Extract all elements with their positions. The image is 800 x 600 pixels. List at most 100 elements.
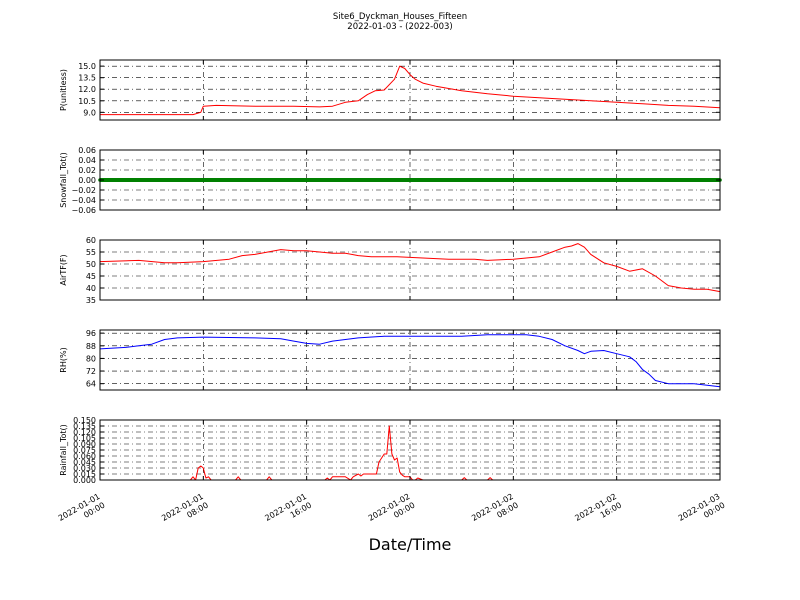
data-point — [621, 178, 625, 182]
y-tick-label: 0.135 — [73, 422, 96, 431]
data-point — [711, 178, 716, 182]
data-point — [207, 178, 212, 182]
data-point — [598, 178, 603, 182]
data-point — [572, 178, 577, 182]
data-point — [427, 178, 432, 182]
data-point — [550, 178, 554, 182]
data-point — [524, 178, 529, 182]
y-axis-label: P(unitless) — [59, 69, 68, 111]
data-point — [211, 178, 215, 182]
data-point — [576, 178, 580, 182]
panel-2: −0.06−0.04−0.020.000.020.040.06 Snowfall_… — [59, 146, 722, 215]
data-point — [643, 178, 648, 182]
data-point — [702, 178, 706, 182]
data-point — [104, 178, 109, 182]
y-tick-label: 55 — [86, 248, 96, 257]
data-point — [362, 178, 367, 182]
data-point — [256, 178, 261, 182]
data-point — [624, 178, 629, 182]
data-point — [453, 178, 458, 182]
data-point — [459, 178, 464, 182]
y-tick-label: 9.0 — [83, 108, 96, 117]
y-tick-label: 0.075 — [73, 446, 96, 455]
y-tick-label: 96 — [86, 329, 96, 338]
data-point — [601, 178, 606, 182]
data-point — [663, 178, 667, 182]
data-point — [337, 178, 341, 182]
y-tick-label: 0.030 — [73, 464, 96, 473]
data-point — [359, 178, 364, 182]
data-point — [107, 178, 112, 182]
data-point — [492, 178, 496, 182]
data-point — [266, 178, 270, 182]
data-point — [488, 178, 493, 182]
data-point — [246, 178, 251, 182]
data-point — [660, 178, 664, 182]
data-point — [434, 178, 438, 182]
data-point — [308, 178, 312, 182]
data-point — [685, 178, 690, 182]
y-tick-label: 45 — [86, 272, 96, 281]
data-point — [272, 178, 277, 182]
panel-1: 9.0 10.5 12.0 13.5 15.0 P(unitless) — [59, 59, 721, 121]
data-point — [369, 178, 374, 182]
data-point — [398, 178, 403, 182]
data-point — [130, 178, 135, 182]
data-point — [243, 178, 248, 182]
x-axis-label: Date/Time — [369, 535, 452, 554]
data-point — [501, 178, 506, 182]
data-point — [669, 178, 674, 182]
data-point — [224, 178, 228, 182]
y-tick-label: 0.060 — [73, 452, 96, 461]
series-line — [100, 65, 721, 116]
data-point — [424, 178, 428, 182]
data-point — [582, 178, 587, 182]
data-point — [585, 178, 590, 182]
data-point — [482, 178, 487, 182]
data-point — [314, 178, 319, 182]
data-point — [430, 178, 435, 182]
data-point — [166, 178, 170, 182]
data-point — [175, 178, 180, 182]
data-point — [463, 178, 467, 182]
data-point — [298, 178, 303, 182]
panels: 9.0 10.5 12.0 13.5 15.0 P(unitless) −0.06−0.04… — [59, 59, 722, 485]
data-point — [356, 178, 361, 182]
data-point — [227, 178, 231, 182]
data-point — [195, 178, 199, 182]
y-tick-label: 0.015 — [73, 470, 96, 479]
data-point — [653, 178, 658, 182]
data-point — [508, 178, 512, 182]
data-point — [472, 178, 477, 182]
data-point — [162, 178, 167, 182]
data-point — [366, 178, 370, 182]
data-point — [372, 178, 377, 182]
data-point — [304, 178, 309, 182]
data-point — [395, 178, 399, 182]
data-point — [485, 178, 490, 182]
data-point — [537, 178, 541, 182]
data-point — [321, 178, 325, 182]
data-point — [233, 178, 238, 182]
y-tick-label: −0.02 — [71, 186, 96, 195]
y-tick-label: 0.00 — [78, 176, 96, 185]
y-tick-label: 15.0 — [78, 62, 96, 71]
y-tick-label: 40 — [86, 284, 96, 293]
data-point — [375, 178, 380, 182]
data-point — [220, 178, 225, 182]
y-tick-label: −0.06 — [71, 206, 96, 215]
data-point — [285, 178, 290, 182]
data-point — [262, 178, 267, 182]
data-point — [579, 178, 583, 182]
y-tick-label: 60 — [86, 236, 96, 245]
data-point — [689, 178, 693, 182]
y-tick-label: 80 — [86, 354, 96, 363]
data-point — [650, 178, 654, 182]
data-point — [382, 178, 386, 182]
data-point — [404, 178, 409, 182]
data-point — [437, 178, 441, 182]
